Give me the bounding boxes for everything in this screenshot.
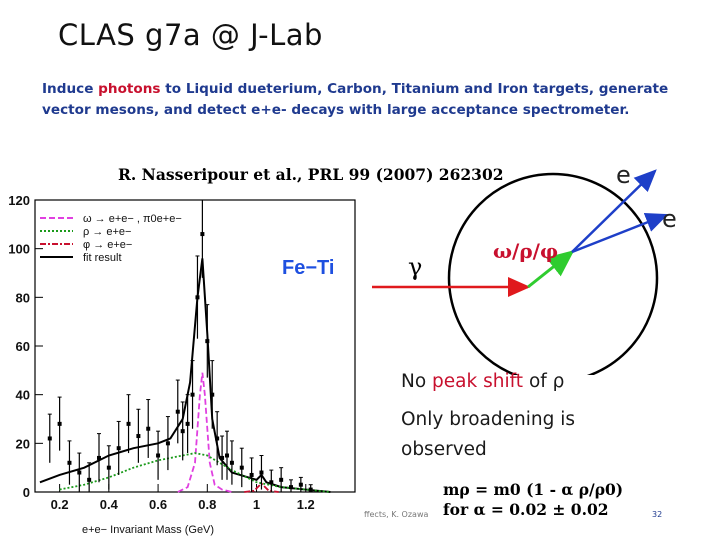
x-tick-label: 1 xyxy=(253,497,260,512)
data-point xyxy=(190,392,195,397)
intro-line1-b: to Liquid dueterium, Carbon, Titanium an… xyxy=(160,81,669,97)
y-tick-label: 80 xyxy=(16,290,30,305)
y-tick-label: 120 xyxy=(8,193,30,208)
formula: mρ = m0 (1 - α ρ/ρ0) for α = 0.02 ± 0.02 xyxy=(443,480,623,520)
data-point xyxy=(205,339,210,344)
data-point xyxy=(200,232,205,237)
data-point xyxy=(47,436,52,441)
data-point xyxy=(175,409,180,414)
data-point xyxy=(77,470,82,475)
x-tick-label: 0.6 xyxy=(149,497,167,512)
y-tick-label: 20 xyxy=(16,436,30,451)
data-point xyxy=(156,453,161,458)
y-tick-label: 40 xyxy=(16,388,30,403)
note-no: No xyxy=(401,371,433,392)
y-tick-label: 0 xyxy=(23,485,30,500)
curve-ω xyxy=(177,372,233,493)
intro-text: Induce photons to Liquid dueterium, Carb… xyxy=(42,79,682,121)
legend-label: fit result xyxy=(83,252,122,264)
data-point xyxy=(195,295,200,300)
data-point xyxy=(87,477,92,482)
intro-line2: vector mesons, and detect e+e- decays wi… xyxy=(42,102,630,118)
data-point xyxy=(289,485,293,490)
data-point xyxy=(136,434,141,439)
data-point xyxy=(220,455,225,460)
y-tick-label: 100 xyxy=(8,242,30,257)
gamma-label: γ xyxy=(408,253,422,281)
legend: ω → e+e− , π0e+e−ρ → e+e−φ → e+e−fit res… xyxy=(40,213,182,264)
data-point xyxy=(279,477,284,482)
electron-arrow-2 xyxy=(571,169,657,253)
reference-citation: R. Nasseripour et al., PRL 99 (2007) 262… xyxy=(118,165,504,184)
x-tick-label: 0.2 xyxy=(51,497,69,512)
x-tick-label: 0.8 xyxy=(198,497,216,512)
data-point xyxy=(146,426,151,431)
data-point xyxy=(229,460,234,465)
target-circle xyxy=(447,172,659,375)
y-tick-label: 60 xyxy=(16,339,30,354)
axis-ticks: 0 20 40 60 80 100 120 0.2 0.4 0.6 0.8 1 1.2 xyxy=(8,193,315,512)
legend-label: ω → e+e− , π0e+e− xyxy=(83,213,182,225)
x-axis-label: e+e− Invariant Mass (GeV) xyxy=(82,524,214,536)
data-point xyxy=(210,392,215,397)
electron-arrow-1 xyxy=(571,213,669,254)
data-point xyxy=(67,460,72,465)
intro-line1-a: Induce xyxy=(42,81,99,97)
legend-label: ρ → e+e− xyxy=(83,226,131,238)
data-point xyxy=(308,487,313,492)
x-tick-label: 1.2 xyxy=(297,497,315,512)
data-points-group xyxy=(47,199,313,492)
data-point xyxy=(225,453,229,458)
data-point xyxy=(97,455,101,460)
note-peak-shift: peak shift xyxy=(432,371,524,392)
page-number: 32 xyxy=(652,510,663,519)
data-point xyxy=(249,472,254,477)
data-point xyxy=(269,480,274,485)
data-point xyxy=(180,429,185,434)
data-point xyxy=(126,421,131,426)
data-point xyxy=(298,482,303,487)
note-broadening-line2: observed xyxy=(401,439,487,460)
formula-line2: for α = 0.02 ± 0.02 xyxy=(443,500,609,519)
meson-arrow xyxy=(527,250,575,289)
electron-label-1: e xyxy=(616,161,631,189)
data-point xyxy=(106,465,111,470)
data-point xyxy=(116,446,121,451)
intro-photons: photons xyxy=(98,81,161,97)
data-point xyxy=(185,421,190,426)
electron-label-2: e xyxy=(662,205,677,233)
data-point xyxy=(259,470,264,475)
formula-line1: mρ = m0 (1 - α ρ/ρ0) xyxy=(443,480,624,499)
mass-spectrum-chart: 0 20 40 60 80 100 120 0.2 0.4 0.6 0.8 1 1.2 ω → e+e−… xyxy=(8,193,356,536)
note-no-peak-shift: No peak shift of ρ xyxy=(401,367,564,397)
plot-frame xyxy=(34,199,356,493)
data-point xyxy=(165,441,170,446)
note-broadening: Only broadening is observed xyxy=(401,405,601,465)
decay-diagram: γ ω/ρ/φ e e xyxy=(372,161,677,375)
data-point xyxy=(57,421,62,426)
data-point xyxy=(215,436,220,441)
meson-label: ω/ρ/φ xyxy=(493,239,558,263)
note-broadening-line1: Only broadening is xyxy=(401,409,575,430)
footer-text: ffects, K. Ozawa xyxy=(364,510,429,519)
page-title: CLAS g7a @ J-Lab xyxy=(58,18,323,52)
x-tick-label: 0.4 xyxy=(100,497,119,512)
data-point xyxy=(239,465,244,470)
panel-label: Fe−Ti xyxy=(282,257,334,279)
note-of-rho: of ρ xyxy=(523,371,565,392)
legend-label: φ → e+e− xyxy=(83,239,132,251)
